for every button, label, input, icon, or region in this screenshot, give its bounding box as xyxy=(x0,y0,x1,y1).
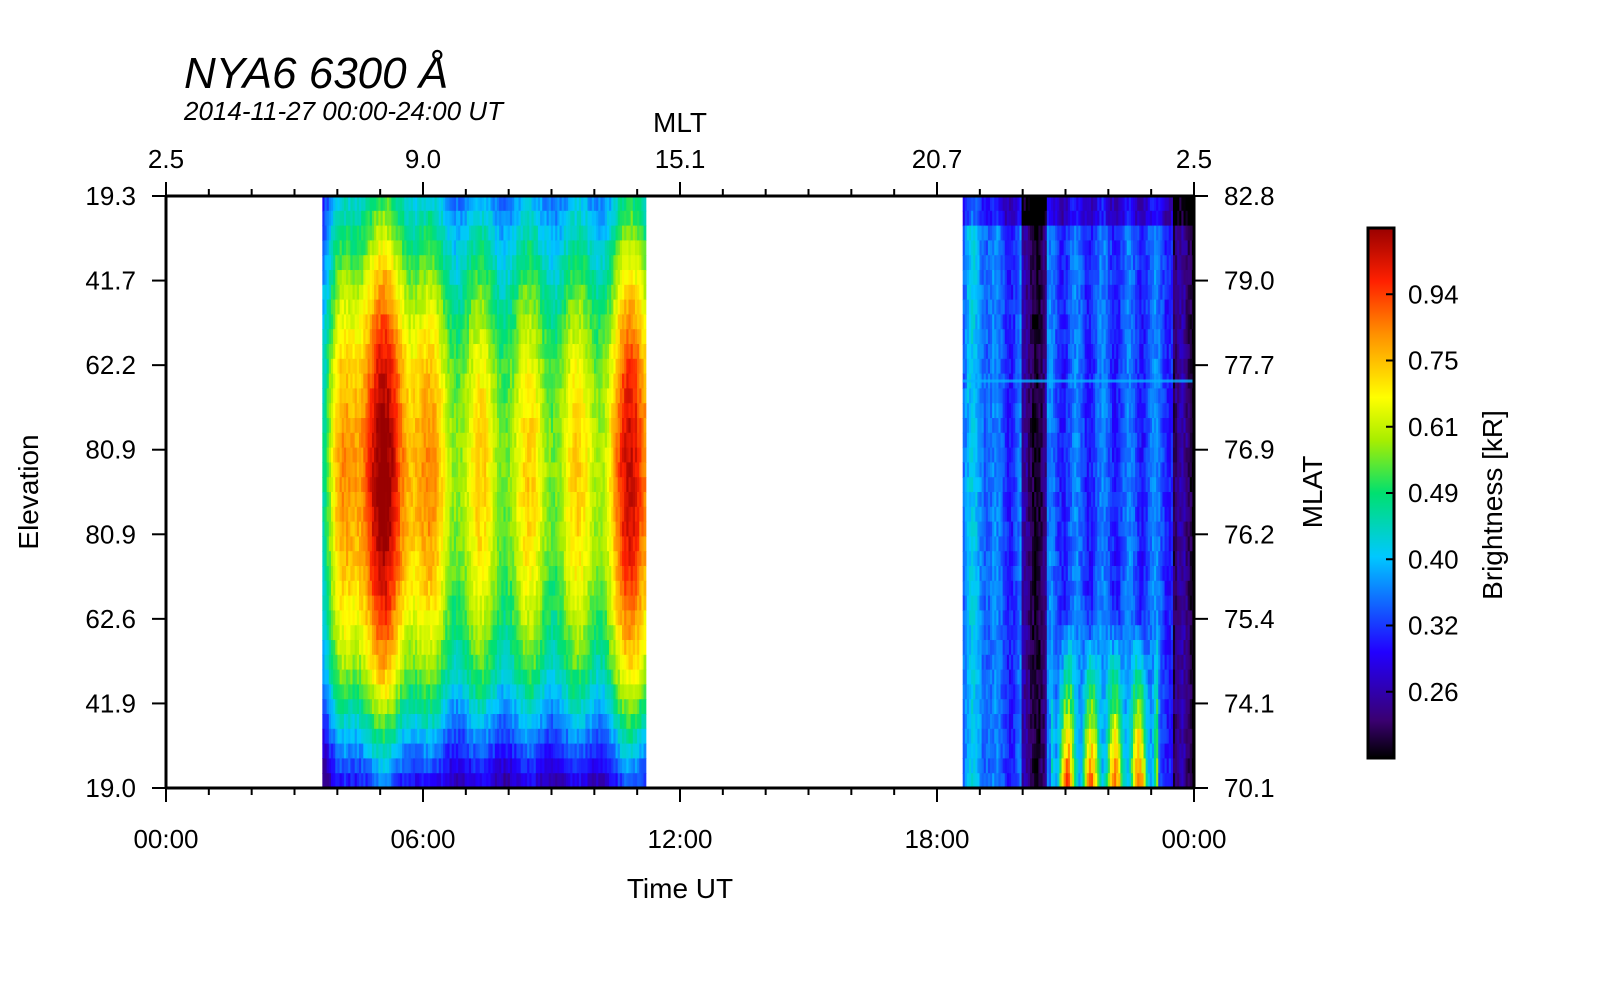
right-tick-label: 76.2 xyxy=(1224,519,1275,549)
right-tick-label: 70.1 xyxy=(1224,773,1275,803)
colorbar-tick-label: 0.26 xyxy=(1408,677,1459,707)
data-block-1 xyxy=(322,196,647,788)
right-tick-label: 76.9 xyxy=(1224,435,1275,465)
right-tick-label: 82.8 xyxy=(1224,181,1275,211)
axes: 00:00 06:00 12:00 18:00 00:00 2.5 9.0 15.1 20.7 2… xyxy=(85,144,1274,854)
right-tick-label: 79.0 xyxy=(1224,266,1275,296)
right-tick-label: 77.7 xyxy=(1224,350,1275,380)
top-tick-label: 15.1 xyxy=(655,144,706,174)
left-axis-label: Elevation xyxy=(13,434,44,549)
x-tick-label: 06:00 xyxy=(390,824,455,854)
colorbar-tick-label: 0.32 xyxy=(1408,611,1459,641)
right-axis-label: MLAT xyxy=(1297,456,1328,529)
x-axis-label: Time UT xyxy=(627,873,733,904)
chart-title: NYA6 6300 Å xyxy=(184,49,448,98)
data-block-2 xyxy=(962,196,1194,788)
colorbar-ticks: 0.94 0.75 0.61 0.49 0.40 0.32 0.26 xyxy=(1386,279,1459,707)
colorbar-tick-label: 0.40 xyxy=(1408,544,1459,574)
left-tick-label: 80.9 xyxy=(85,435,136,465)
left-tick-label: 19.3 xyxy=(85,181,136,211)
top-tick-label: 2.5 xyxy=(1176,144,1212,174)
chart-subtitle: 2014-11-27 00:00-24:00 UT xyxy=(183,96,505,126)
colorbar-tick-label: 0.61 xyxy=(1408,412,1459,442)
left-tick-label: 62.2 xyxy=(85,350,136,380)
colorbar-label: Brightness [kR] xyxy=(1477,410,1508,600)
x-tick-label: 00:00 xyxy=(133,824,198,854)
top-tick-label: 2.5 xyxy=(148,144,184,174)
right-tick-label: 75.4 xyxy=(1224,604,1275,634)
x-tick-label: 12:00 xyxy=(647,824,712,854)
emission-band xyxy=(962,379,1194,383)
left-tick-label: 19.0 xyxy=(85,773,136,803)
top-tick-label: 9.0 xyxy=(405,144,441,174)
top-axis-label: MLT xyxy=(653,107,707,138)
colorbar-tick-label: 0.75 xyxy=(1408,346,1459,376)
left-tick-label: 41.9 xyxy=(85,688,136,718)
colorbar-tick-label: 0.94 xyxy=(1408,279,1459,309)
x-tick-label: 00:00 xyxy=(1161,824,1226,854)
left-tick-label: 62.6 xyxy=(85,604,136,634)
left-tick-label: 41.7 xyxy=(85,266,136,296)
heatmap-area xyxy=(322,196,1194,788)
x-tick-label: 18:00 xyxy=(904,824,969,854)
left-tick-label: 80.9 xyxy=(85,519,136,549)
top-tick-label: 20.7 xyxy=(912,144,963,174)
right-tick-label: 74.1 xyxy=(1224,688,1275,718)
colorbar-tick-label: 0.49 xyxy=(1408,478,1459,508)
